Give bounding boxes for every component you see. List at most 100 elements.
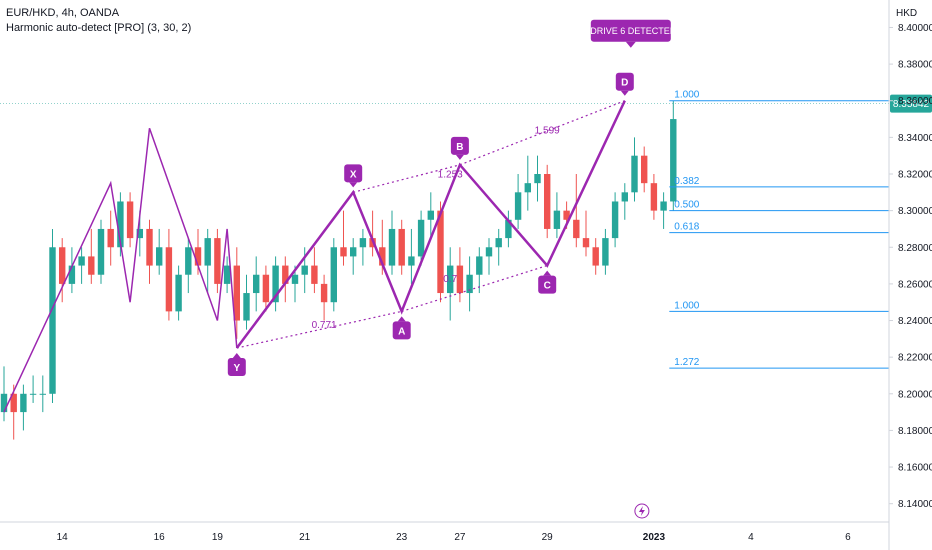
candle-body [88,256,95,275]
candle-body [320,283,328,303]
candle-body [592,247,599,266]
candle-body [447,265,454,294]
candle-body [466,274,473,294]
candle-body [340,247,347,257]
y-tick-label: 8.34000 [898,133,932,144]
pattern-point-pointer [455,154,464,160]
ratio-label: 0.771 [312,320,337,331]
pattern-point-pointer [397,316,406,322]
fib-level-label: 0.618 [674,222,699,233]
pattern-point-label: Y [233,363,240,374]
pattern-point-marker [615,72,634,91]
pattern-point-label: A [398,326,405,337]
candle-body [10,393,17,413]
pattern-legs [235,100,626,349]
pattern-point-marker [227,358,246,376]
y-tick-label: 8.16000 [898,463,932,474]
pattern-point-label: X [350,169,357,180]
y-tick-label: 8.22000 [898,353,932,364]
candle-body [223,265,231,284]
lightning-bolt [638,506,645,516]
candle-body [175,274,182,312]
pattern-point-pointer [232,353,241,358]
candle-body [524,183,531,193]
candle-body [660,201,667,211]
candle-body [39,393,46,395]
candle-body [204,238,211,266]
candle-body [0,393,8,413]
candle-body [107,228,114,248]
pattern-point-label: B [456,142,463,153]
x-tick-label: 14 [57,532,69,543]
pattern-point-marker [344,164,363,183]
candle-body [641,155,648,184]
candle-body [544,174,551,229]
y-tick-label: 8.30000 [898,206,932,217]
ratio-label: 1.253 [438,170,463,181]
y-tick-label: 8.36000 [898,96,932,107]
chart-legend: EUR/HKD, 4h, OANDA Harmonic auto-detect … [6,6,191,36]
candle-body [582,238,590,248]
candle-body [514,192,522,220]
candle-body [146,228,153,266]
candle-body [156,247,163,266]
candle-body [97,228,105,275]
candle-body [388,228,396,266]
candle-body [78,256,85,266]
candle-body [49,247,56,394]
candle-body [262,274,270,303]
candle-body [117,201,124,248]
candle-body [29,393,37,395]
pattern-point-marker [450,136,469,155]
x-tick-label: 4 [748,532,754,543]
candle-body [631,155,638,193]
pattern-detected-label: 3DRIVE 6 DETECTED [585,26,677,36]
dotted-x-b [353,164,461,193]
y-tick-label: 8.28000 [898,243,932,254]
y-tick-label: 8.20000 [898,389,932,400]
fib-level-label: 1.000 [674,90,699,101]
x-tick-label: 2023 [643,532,666,543]
pattern-detected-badge [590,19,671,42]
x-tick-label: 6 [845,532,851,543]
candle-body [214,238,221,284]
candle-body [359,238,367,248]
fib-level-label: 1.272 [674,357,699,368]
candle-body [495,238,502,248]
y-tick-label: 8.24000 [898,316,932,327]
candle-body [282,265,289,284]
y-tick-label: 8.40000 [898,23,932,34]
candle-body [301,265,308,275]
fib-level-label: 0.500 [674,200,699,211]
pattern-point-pointer [620,90,629,96]
dotted-y-a [236,310,402,349]
fib-level-label: 1.000 [674,300,699,311]
x-tick-label: 29 [542,532,554,543]
pattern-point-marker [392,321,411,340]
candle-body [194,247,202,266]
candle-body [126,201,134,239]
candle-body [485,247,493,257]
candle-body [253,274,260,294]
candle-body [427,210,434,220]
candle-body [59,247,66,284]
pattern-point-label: D [621,78,628,89]
pattern-point-pointer [543,270,552,276]
candle-body [408,256,415,266]
candle-body [398,228,405,266]
pattern-point-label: C [544,281,551,292]
candle-body [136,228,143,239]
ratio-label: 1.599 [535,126,560,137]
candle-body [272,265,279,303]
indicator-title: Harmonic auto-detect [PRO] (3, 30, 2) [6,22,192,34]
candle-body [291,274,299,284]
pattern-point-marker [538,275,557,294]
x-tick-label: 23 [396,532,408,543]
zigzag-line [3,127,238,413]
candle-body [243,293,250,321]
candle-body [456,265,464,294]
candle-body [350,247,357,257]
candle-body [20,393,27,413]
candle-body [650,183,658,211]
